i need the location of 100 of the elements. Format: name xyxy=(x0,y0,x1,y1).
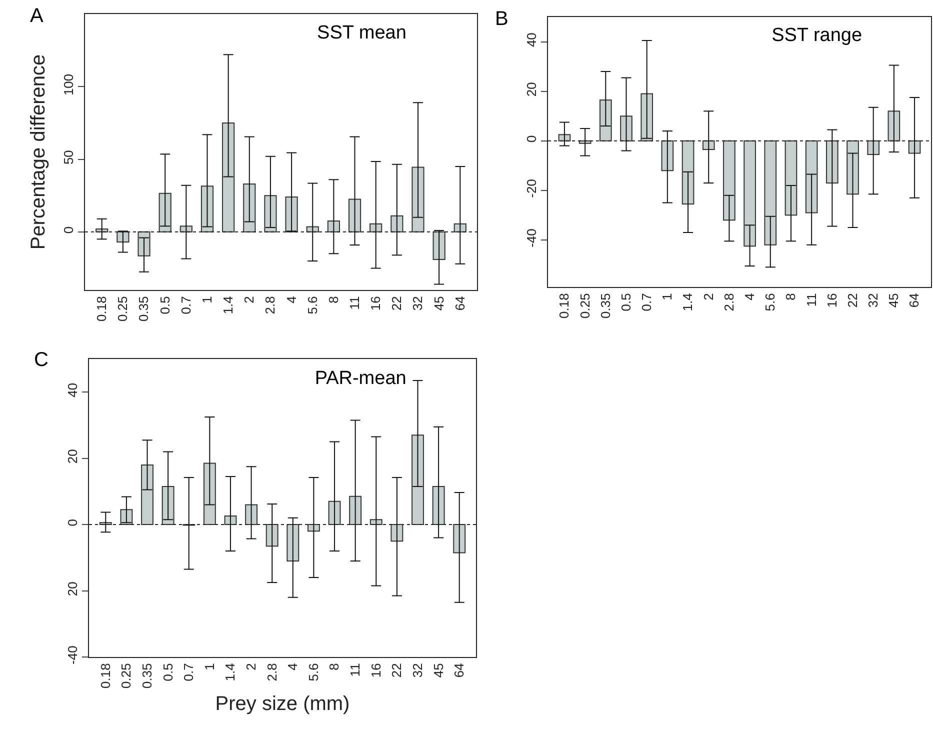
x-tick-label: 0.18 xyxy=(98,663,113,689)
bar xyxy=(826,140,838,184)
bar xyxy=(141,464,154,526)
y-tick-label: 40 xyxy=(64,382,80,398)
x-tick-label: 45 xyxy=(431,296,446,311)
x-tick-label: 0.25 xyxy=(577,293,592,319)
x-tick-label: 0.7 xyxy=(639,293,654,312)
x-tick-label: 64 xyxy=(452,296,468,311)
y-tick-label: -40 xyxy=(64,646,80,664)
x-tick-label: 8 xyxy=(326,296,341,304)
x-axis-title: Prey size (mm) xyxy=(215,693,350,716)
x-tick-label: 2 xyxy=(700,293,716,300)
y-tick-label: -20 xyxy=(524,179,539,198)
x-tick-label: 0.18 xyxy=(556,293,572,319)
y-axis-title: Percentage difference xyxy=(27,54,50,250)
bar xyxy=(264,195,277,232)
y-tick-label: 0 xyxy=(64,518,80,526)
x-tick-label: 32 xyxy=(866,293,881,308)
x-tick-label: 2.8 xyxy=(721,293,736,312)
bar xyxy=(243,183,256,232)
x-tick-label: 8 xyxy=(783,293,798,300)
text: C xyxy=(34,349,48,371)
x-tick-label: 2.8 xyxy=(262,296,278,314)
x-tick-label: 22 xyxy=(389,296,404,311)
x-tick-label: 4 xyxy=(285,663,300,670)
bar xyxy=(432,231,446,260)
bar xyxy=(744,140,756,247)
x-tick-label: 11 xyxy=(804,293,819,307)
y-tick-label: 20 xyxy=(524,82,539,97)
bar xyxy=(203,462,216,526)
x-tick-label: 22 xyxy=(844,293,860,308)
x-tick-label: 0.25 xyxy=(115,296,130,322)
text: A xyxy=(30,5,44,27)
bar xyxy=(245,504,258,526)
bar xyxy=(784,140,798,216)
bar xyxy=(286,524,300,562)
bar xyxy=(620,116,632,142)
x-tick-label: 0.5 xyxy=(618,293,634,312)
x-tick-label: 4 xyxy=(742,293,758,300)
x-tick-label: 1.4 xyxy=(222,663,238,682)
y-tick-label: 0 xyxy=(60,226,76,234)
bar xyxy=(349,496,362,526)
x-tick-label: 1 xyxy=(199,296,214,304)
x-tick-label: 0.5 xyxy=(160,663,176,682)
bar xyxy=(412,166,424,232)
x-tick-label: 5.6 xyxy=(304,296,320,314)
x-tick-label: 2 xyxy=(242,296,257,304)
x-tick-label: 0.25 xyxy=(118,663,134,689)
x-tick-label: 16 xyxy=(824,293,840,308)
x-tick-label: 0.18 xyxy=(94,296,110,322)
x-tick-label: 45 xyxy=(430,663,446,678)
x-tick-label: 0.7 xyxy=(178,296,194,314)
y-tick-label: -40 xyxy=(524,228,539,248)
x-tick-label: 32 xyxy=(410,663,425,678)
x-tick-label: 1.4 xyxy=(680,293,696,312)
x-tick-label: 8 xyxy=(326,663,342,670)
bar xyxy=(266,524,278,547)
bar xyxy=(390,524,404,542)
x-tick-label: 5.6 xyxy=(762,293,778,312)
bar xyxy=(222,122,235,232)
bar xyxy=(158,192,172,232)
x-tick-label: 0.35 xyxy=(139,663,154,689)
y-tick-label: 40 xyxy=(524,32,539,48)
x-tick-label: 5.6 xyxy=(306,663,321,682)
bar xyxy=(764,140,777,246)
bar xyxy=(453,524,466,554)
bar xyxy=(682,140,694,205)
bar xyxy=(599,99,612,142)
x-tick-label: 0.7 xyxy=(181,663,196,682)
bar xyxy=(805,140,818,214)
bar xyxy=(723,140,736,221)
y-tick-label: 50 xyxy=(60,150,76,165)
x-tick-label: 16 xyxy=(368,296,384,311)
x-tick-label: 2.8 xyxy=(264,663,280,682)
bar xyxy=(640,93,653,142)
x-tick-label: 0.35 xyxy=(598,293,613,319)
text: B xyxy=(495,8,508,30)
y-tick-label: 20 xyxy=(64,449,80,464)
x-tick-label: 0.5 xyxy=(157,296,172,314)
x-tick-label: 32 xyxy=(410,296,426,311)
bar xyxy=(432,486,445,526)
y-tick-label: 0 xyxy=(524,135,539,143)
x-tick-label: 1.4 xyxy=(220,296,236,314)
y-tick-label: 100 xyxy=(60,74,76,96)
x-tick-label: 1 xyxy=(660,293,675,300)
x-tick-label: 0.35 xyxy=(136,296,152,322)
x-tick-label: 64 xyxy=(906,293,922,308)
text: PAR-mean xyxy=(314,368,406,390)
bar xyxy=(138,231,150,256)
x-tick-label: 22 xyxy=(389,663,404,678)
x-tick-label: 1 xyxy=(202,663,217,670)
bar xyxy=(412,434,424,526)
chart-title: SST mean xyxy=(317,22,406,44)
y-tick-label: 20 xyxy=(64,582,80,596)
x-tick-label: 11 xyxy=(346,296,362,310)
chart-title: SST range xyxy=(772,25,862,46)
x-tick-label: 2 xyxy=(244,663,259,670)
x-tick-label: 11 xyxy=(348,663,363,677)
bar xyxy=(846,140,859,195)
x-tick-label: 16 xyxy=(368,663,384,678)
